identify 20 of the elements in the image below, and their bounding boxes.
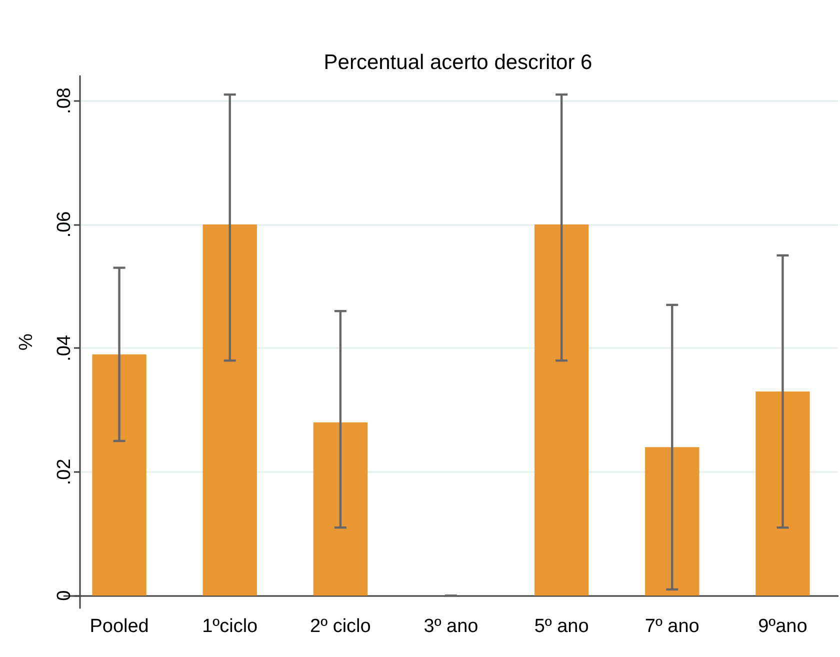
y-tick-label: .06 bbox=[54, 211, 75, 238]
bar bbox=[92, 354, 146, 596]
x-tick-label: 9ºano bbox=[758, 616, 808, 637]
bar bbox=[313, 422, 368, 596]
bar bbox=[756, 391, 810, 596]
bar bbox=[645, 447, 700, 596]
y-tick-label: .08 bbox=[54, 88, 75, 114]
bar bbox=[202, 224, 257, 596]
x-tick-label: 7º ano bbox=[644, 616, 700, 637]
x-tick-label: 1ºciclo bbox=[202, 616, 258, 637]
bar bbox=[534, 224, 589, 596]
y-tick-label: .02 bbox=[54, 458, 75, 486]
x-tick-label: Pooled bbox=[90, 616, 149, 637]
x-tick-label: 5º ano bbox=[534, 616, 589, 637]
y-tick-label: 0 bbox=[54, 590, 75, 601]
x-tick-label: 2º ciclo bbox=[310, 616, 371, 637]
y-axis-title: % bbox=[16, 333, 37, 350]
x-tick-label: 3º ano bbox=[424, 616, 478, 637]
chart-title: Percentual acerto descritor 6 bbox=[324, 51, 592, 74]
y-tick-label: .04 bbox=[54, 334, 75, 362]
